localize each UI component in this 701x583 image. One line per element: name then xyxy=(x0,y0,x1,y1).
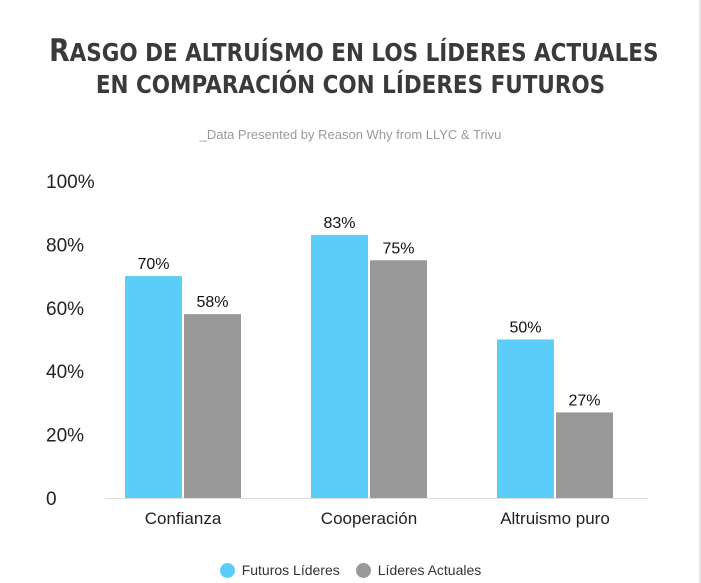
bar xyxy=(556,412,613,498)
data-label: 75% xyxy=(382,240,414,257)
chart-title-line-1: Rasgo de altruísmo en los líderes actual… xyxy=(49,33,658,69)
chart-title-line-1-text: asgo de altruísmo en los líderes actuale… xyxy=(69,38,659,67)
bar xyxy=(370,260,427,498)
legend-item-actuales: Líderes Actuales xyxy=(355,562,482,578)
data-label: 50% xyxy=(509,320,541,337)
data-label: 70% xyxy=(137,256,169,273)
data-label: 83% xyxy=(323,215,355,232)
data-label: 58% xyxy=(196,294,228,311)
y-tick-label: 80% xyxy=(46,235,84,256)
x-tick-label: Altruismo puro xyxy=(500,509,610,528)
legend-swatch-futuros xyxy=(219,562,235,578)
legend-label-actuales: Líderes Actuales xyxy=(377,562,482,578)
bar xyxy=(184,314,241,498)
chart-title-initial: R xyxy=(49,33,70,69)
x-tick-label: Cooperación xyxy=(321,509,417,528)
legend-label-futuros: Futuros Líderes xyxy=(241,562,340,578)
y-tick-label: 20% xyxy=(46,426,84,447)
page-edge-divider xyxy=(699,0,701,583)
x-tick-label: Confianza xyxy=(145,509,222,528)
bar xyxy=(497,339,554,498)
chart-title-line-2: en comparación con líderes futuros xyxy=(95,70,606,99)
legend-item-futuros: Futuros Líderes xyxy=(219,562,340,578)
y-tick-label: 40% xyxy=(46,362,84,383)
legend-swatch-actuales xyxy=(355,562,371,578)
bar xyxy=(311,234,368,498)
chart-legend: Futuros Líderes Líderes Actuales xyxy=(0,562,701,578)
chart-subtitle: _Data Presented by Reason Why from LLYC … xyxy=(199,127,502,142)
y-tick-label: 60% xyxy=(46,299,84,320)
data-label: 27% xyxy=(568,392,600,409)
bar xyxy=(125,276,182,498)
y-tick-label: 100% xyxy=(46,172,95,193)
y-tick-label: 0 xyxy=(46,489,57,510)
